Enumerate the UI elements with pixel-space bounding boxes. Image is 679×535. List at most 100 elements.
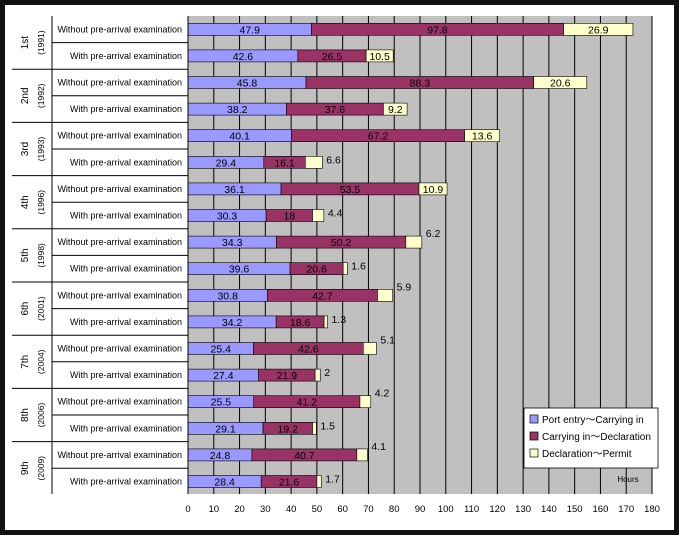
data-label: 30.8 — [217, 290, 238, 302]
row-label: Without pre-arrival examination — [57, 450, 182, 460]
x-tick-label: 150 — [567, 504, 583, 515]
data-label: 1.6 — [351, 261, 366, 273]
data-label: 18 — [283, 211, 295, 223]
x-tick-label: 20 — [234, 504, 245, 515]
data-label: 16.1 — [274, 157, 295, 169]
row-label: Without pre-arrival examination — [57, 184, 182, 194]
data-label: 20.6 — [550, 78, 571, 90]
x-tick-label: 130 — [515, 504, 531, 515]
data-label: 34.3 — [222, 237, 243, 249]
x-tick-label: 60 — [337, 504, 348, 515]
bar-segment — [533, 76, 588, 89]
data-label: 28.4 — [214, 477, 235, 489]
row-label: With pre-arrival examination — [70, 211, 182, 221]
data-label: 34.2 — [222, 317, 243, 329]
data-label: 10.9 — [423, 184, 444, 196]
data-label: 42.7 — [312, 290, 333, 302]
row-label: Without pre-arrival examination — [57, 397, 182, 407]
x-tick-label: 80 — [389, 504, 400, 515]
data-label: 4.2 — [375, 388, 390, 400]
row-label: Without pre-arrival examination — [57, 237, 182, 247]
bar-segment — [464, 129, 500, 142]
x-tick-label: 10 — [208, 504, 219, 515]
x-tick-label: 30 — [260, 504, 271, 515]
legend-swatch — [529, 431, 539, 441]
data-label: 9.2 — [388, 104, 403, 116]
bar-segment — [377, 288, 393, 302]
data-label: 2 — [324, 367, 330, 379]
data-label: 39.6 — [229, 264, 250, 276]
data-label: 40.7 — [294, 450, 315, 462]
bar-segment — [405, 235, 423, 249]
bar-segment — [365, 49, 394, 63]
bar-segment — [362, 342, 377, 355]
bar-segment — [314, 368, 321, 382]
row-label: With pre-arrival examination — [70, 157, 182, 167]
group-ordinal-label: 7th — [20, 355, 31, 369]
data-label: 47.9 — [240, 24, 261, 36]
data-label: 6.2 — [426, 228, 441, 240]
data-label: 20.6 — [306, 264, 327, 276]
data-label: 1.7 — [325, 474, 340, 486]
group-ordinal-label: 2nd — [20, 87, 31, 104]
group-ordinal-label: 5th — [20, 248, 31, 262]
bar-segment — [312, 421, 317, 435]
row-label: With pre-arrival examination — [70, 104, 182, 114]
data-label: 21.9 — [277, 370, 298, 382]
x-axis-label: Hours — [617, 475, 638, 484]
data-label: 36.1 — [224, 184, 245, 196]
row-label: Without pre-arrival examination — [57, 78, 182, 88]
group-year-label: (1993) — [36, 137, 46, 162]
group-year-label: (2009) — [36, 456, 46, 481]
group-year-label: (1992) — [36, 83, 46, 108]
data-label: 37.6 — [325, 104, 346, 116]
data-label: 4.4 — [328, 208, 343, 220]
bar-segment — [359, 395, 372, 409]
data-label: 53.5 — [340, 184, 361, 196]
group-year-label: (2004) — [36, 349, 46, 374]
bar-segment — [563, 22, 634, 36]
x-tick-label: 0 — [185, 504, 190, 515]
data-label: 29.1 — [215, 423, 236, 435]
data-label: 50.2 — [331, 237, 352, 249]
group-year-label: (1998) — [36, 243, 46, 268]
data-label: 10.5 — [369, 51, 390, 63]
data-label: 40.1 — [229, 131, 250, 143]
x-tick-label: 180 — [644, 504, 660, 515]
x-tick-label: 50 — [312, 504, 323, 515]
data-label: 4.1 — [371, 441, 386, 453]
data-label: 26.5 — [322, 51, 343, 63]
data-label: 97.8 — [427, 24, 448, 36]
row-label: With pre-arrival examination — [70, 477, 182, 487]
data-label: 42.6 — [233, 51, 254, 63]
bar-segment — [323, 315, 328, 329]
x-tick-label: 70 — [363, 504, 374, 515]
data-label: 24.8 — [210, 450, 231, 462]
x-tick-label: 160 — [593, 504, 609, 515]
data-label: 21.6 — [279, 477, 300, 489]
data-label: 19.2 — [278, 423, 299, 435]
x-tick-label: 170 — [618, 504, 634, 515]
data-label: 38.2 — [227, 104, 248, 116]
row-label: Without pre-arrival examination — [57, 24, 182, 34]
bar-segment — [342, 262, 348, 276]
data-label: 88.3 — [410, 78, 431, 90]
data-label: 5.9 — [397, 281, 412, 293]
row-label: With pre-arrival examination — [70, 51, 182, 61]
data-label: 41.2 — [297, 397, 318, 409]
data-label: 1.5 — [320, 420, 335, 432]
x-tick-label: 110 — [464, 504, 479, 515]
x-tick-label: 120 — [489, 504, 505, 515]
y-axis-labels: Without pre-arrival examination With pre-… — [12, 16, 189, 494]
row-label: With pre-arrival examination — [70, 317, 182, 327]
group-ordinal-label: 9th — [20, 461, 31, 475]
x-tick-label: 100 — [438, 504, 454, 515]
data-label: 26.9 — [588, 24, 609, 36]
bar-segment — [316, 475, 322, 488]
bar-segment — [418, 182, 448, 196]
group-ordinal-label: 6th — [20, 302, 31, 316]
legend-label: Carrying in～Declaration — [542, 432, 651, 443]
group-year-label: (2006) — [36, 403, 46, 428]
data-label: 45.8 — [237, 78, 258, 90]
